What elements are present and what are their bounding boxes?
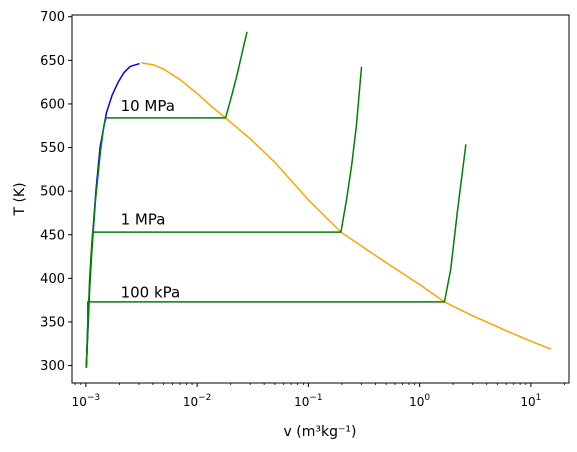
x-axis-label: v (m³kg⁻¹): [284, 424, 357, 440]
x-tick-label: 100: [409, 393, 430, 409]
y-tick-label: 400: [40, 272, 65, 287]
x-tick-label: 10−2: [183, 393, 212, 409]
y-tick-label: 600: [40, 97, 65, 112]
x-tick-label: 10−3: [72, 393, 101, 409]
y-tick-label: 550: [40, 141, 65, 156]
y-axis: 300 350 400 450 500 550 600 650 700: [40, 10, 72, 374]
series-line-isobar-100kPa: [85, 144, 467, 369]
y-tick-label: 350: [40, 315, 65, 330]
annotations-layer: 10 MPa 1 MPa 100 kPa: [121, 97, 181, 302]
plot-frame: [71, 14, 570, 384]
series-line-saturated-vapor: [141, 62, 552, 350]
x-axis: 10−3 10−2 10−1 100 101: [72, 383, 565, 409]
plot-lines: [85, 31, 552, 369]
annotation-label: 100 kPa: [121, 284, 181, 302]
y-axis-label: T (K): [12, 182, 28, 216]
y-tick-label: 300: [40, 359, 65, 374]
annotation-label: 1 MPa: [121, 210, 166, 228]
y-tick-label: 450: [40, 228, 65, 243]
series-line-isobar-1MPa: [85, 66, 363, 369]
x-tick-label: 10−1: [294, 393, 323, 409]
y-tick-label: 700: [40, 10, 65, 25]
annotation-label: 10 MPa: [121, 97, 175, 115]
x-tick-label: 101: [520, 393, 541, 409]
y-tick-label: 650: [40, 54, 65, 69]
y-tick-label: 500: [40, 185, 65, 200]
